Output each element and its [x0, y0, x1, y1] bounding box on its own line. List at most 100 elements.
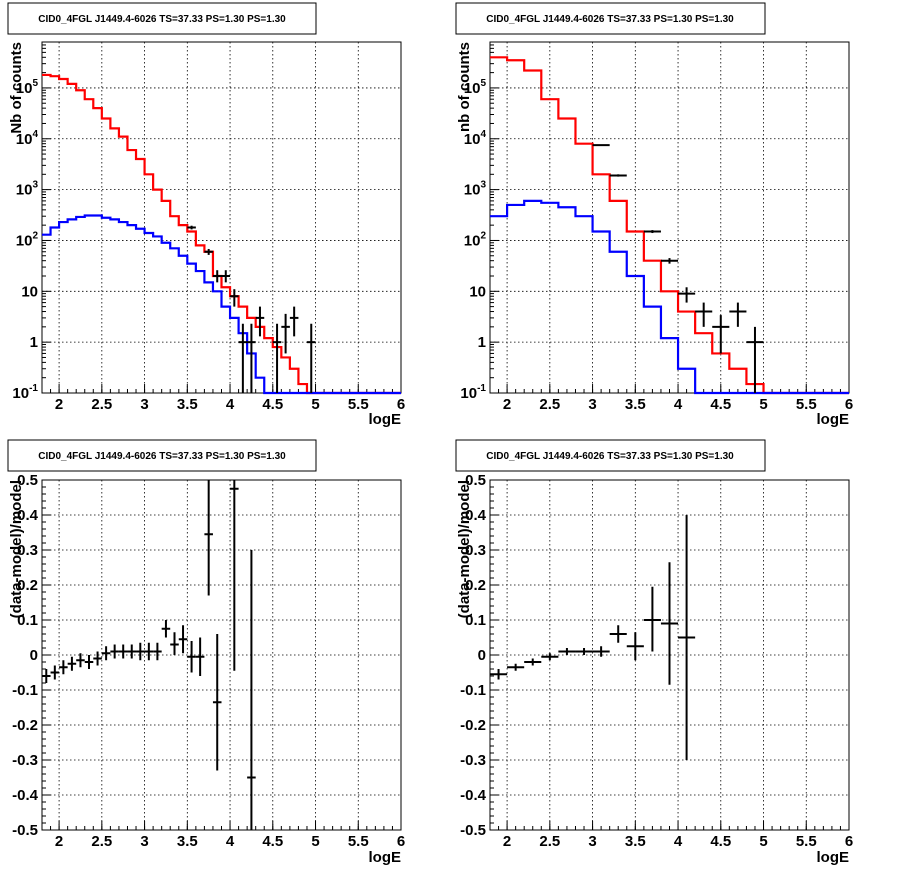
- y-tick-label: 103: [16, 180, 39, 199]
- x-tick-label: 2: [503, 833, 511, 850]
- y-tick-label: -0.1: [12, 682, 38, 699]
- panel-residual-right: CID0_4FGL J1449.4-6026 TS=37.33 PS=1.30 …: [455, 439, 853, 866]
- y-tick-label: 0.1: [465, 612, 486, 629]
- x-tick-label: 5.5: [796, 396, 817, 413]
- y-axis-label: Nb of counts: [8, 42, 25, 134]
- plot-area: 2 2.5 3 3.5 4 4.5 5 5.5 6 -0.5 -0.4 -0.3 -0.2 -0.1 0 0.…: [12, 472, 405, 850]
- x-tick-label: 4: [226, 396, 235, 413]
- plot-frame: [489, 41, 850, 394]
- x-tick-label: 2.5: [91, 396, 112, 413]
- x-axis-label: logE: [817, 849, 850, 866]
- x-tick-label: 2.5: [539, 833, 560, 850]
- x-tick-label: 6: [397, 833, 405, 850]
- y-tick-label: 0.4: [465, 507, 487, 524]
- y-tick-label: -0.3: [460, 752, 486, 769]
- y-tick-label: -0.2: [460, 717, 486, 734]
- total-model-line: [42, 73, 401, 395]
- x-tick-label: 6: [845, 833, 853, 850]
- y-tick-label: 105: [16, 78, 39, 97]
- x-tick-label: 2.5: [91, 833, 112, 850]
- x-tick-label: 2.5: [539, 396, 560, 413]
- x-axis-label: logE: [817, 411, 850, 428]
- y-tick-label: 103: [464, 180, 487, 199]
- x-tick-label: 4: [674, 833, 683, 850]
- x-tick-label: 3: [588, 396, 596, 413]
- x-tick-label: 4: [226, 833, 235, 850]
- title-box: [455, 2, 766, 35]
- panel-spectrum-left: CID0_4FGL J1449.4-6026 TS=37.33 PS=1.30 …: [7, 2, 405, 428]
- y-tick-label: 0.2: [465, 577, 486, 594]
- y-tick-label: -0.1: [460, 682, 486, 699]
- y-tick-label: 0.3: [17, 542, 38, 559]
- x-tick-label: 5: [759, 833, 767, 850]
- y-tick-label: 102: [464, 230, 487, 249]
- x-tick-label: 2: [55, 396, 63, 413]
- x-tick-label: 5.5: [348, 396, 369, 413]
- x-tick-label: 4.5: [262, 396, 283, 413]
- x-axis-label: logE: [369, 411, 402, 428]
- y-tick-label: 104: [16, 129, 39, 148]
- chart-title: CID0_4FGL J1449.4-6026 TS=37.33 PS=1.30 …: [38, 14, 286, 25]
- x-tick-label: 5: [311, 396, 319, 413]
- y-axis-label: (data-model)/model: [8, 480, 25, 618]
- y-tick-label: 0.2: [17, 577, 38, 594]
- y-tick-label: -0.5: [460, 822, 486, 839]
- plot-area: 2 2.5 3 3.5 4 4.5 5 5.5 6 10-1 1 10 102 103 104 105: [12, 41, 405, 413]
- title-box: [7, 2, 317, 35]
- x-tick-label: 4.5: [710, 396, 731, 413]
- panel-spectrum-right: CID0_4FGL J1449.4-6026 TS=37.33 PS=1.30 …: [455, 2, 853, 428]
- x-tick-label: 3: [140, 396, 148, 413]
- x-tick-label: 4.5: [262, 833, 283, 850]
- chart-title: CID0_4FGL J1449.4-6026 TS=37.33 PS=1.30 …: [486, 14, 734, 25]
- plot-area: 2 2.5 3 3.5 4 4.5 5 5.5 6 -0.5 -0.4 -0.3 -0.2 -0.1 0 0.…: [460, 472, 853, 850]
- x-tick-label: 5.5: [348, 833, 369, 850]
- y-axis-label: (data-model)/model: [456, 480, 473, 618]
- y-tick-label: 10: [469, 283, 486, 300]
- x-tick-label: 5: [311, 833, 319, 850]
- y-tick-label: 0.5: [465, 472, 486, 489]
- x-tick-label: 5: [759, 396, 767, 413]
- y-tick-label: 0.5: [17, 472, 38, 489]
- y-axis-label: nb of counts: [456, 42, 473, 132]
- y-tick-label: 0.1: [17, 612, 38, 629]
- y-tick-label: 0.3: [465, 542, 486, 559]
- y-tick-label: 0: [478, 647, 486, 664]
- y-tick-label: -0.3: [12, 752, 38, 769]
- y-tick-label: -0.5: [12, 822, 38, 839]
- x-tick-label: 3.5: [177, 396, 198, 413]
- x-tick-label: 4: [674, 396, 683, 413]
- x-tick-label: 3: [588, 833, 596, 850]
- x-tick-label: 2: [55, 833, 63, 850]
- plot-frame: [41, 41, 402, 394]
- x-tick-label: 3.5: [625, 833, 646, 850]
- chart-title: CID0_4FGL J1449.4-6026 TS=37.33 PS=1.30 …: [38, 451, 286, 462]
- y-tick-label: -0.4: [12, 787, 39, 804]
- y-tick-label: -0.2: [12, 717, 38, 734]
- y-tick-label: 10: [21, 283, 38, 300]
- x-tick-label: 3: [140, 833, 148, 850]
- y-tick-label: 10-1: [12, 383, 38, 402]
- x-tick-label: 6: [845, 396, 853, 413]
- x-tick-label: 2: [503, 396, 511, 413]
- title-box: [7, 439, 317, 472]
- x-tick-label: 3.5: [625, 396, 646, 413]
- y-tick-label: 0.4: [17, 507, 39, 524]
- panel-residual-left: CID0_4FGL J1449.4-6026 TS=37.33 PS=1.30 …: [7, 439, 405, 866]
- y-tick-label: -0.4: [460, 787, 487, 804]
- x-axis-label: logE: [369, 849, 402, 866]
- x-tick-label: 3.5: [177, 833, 198, 850]
- title-box: [455, 439, 766, 472]
- y-tick-label: 1: [30, 334, 38, 351]
- x-tick-label: 5.5: [796, 833, 817, 850]
- x-tick-label: 6: [397, 396, 405, 413]
- source-model-line: [42, 214, 401, 395]
- y-tick-label: 0: [30, 647, 38, 664]
- plot-area: 2 2.5 3 3.5 4 4.5 5 5.5 6 10-1 1 10 102 103 104 105: [460, 41, 853, 413]
- y-tick-label: 1: [478, 334, 486, 351]
- chart-title: CID0_4FGL J1449.4-6026 TS=37.33 PS=1.30 …: [486, 451, 734, 462]
- x-tick-label: 4.5: [710, 833, 731, 850]
- y-tick-label: 105: [464, 78, 487, 97]
- total-model-line: [490, 56, 849, 395]
- y-tick-label: 10-1: [460, 383, 486, 402]
